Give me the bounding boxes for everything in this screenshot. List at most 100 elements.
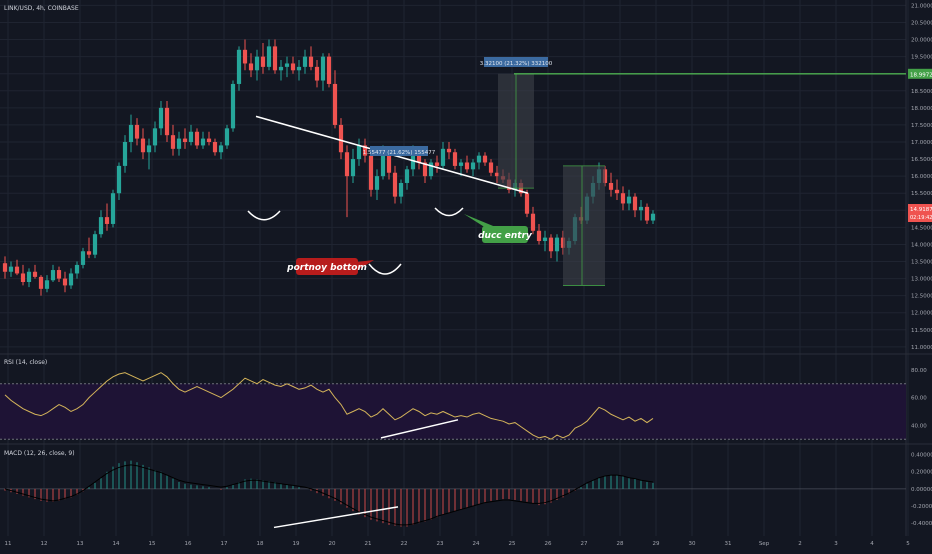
candle-body [536, 230, 542, 242]
candle-body [368, 155, 374, 190]
candle-body [2, 263, 8, 272]
candle-body [410, 155, 416, 170]
last-price-badge [908, 204, 932, 222]
rsi-line [4, 372, 654, 440]
candle-body [446, 148, 452, 153]
candle-body [344, 152, 350, 177]
price-tick-label: 16.50000 [911, 157, 932, 163]
candle-body [182, 138, 188, 142]
range-label-box [370, 146, 428, 156]
time-tick-label: 5 [906, 541, 910, 547]
symbol-title: LINK/USD, 4h, COINBASE [4, 5, 79, 12]
candle-body [32, 271, 38, 277]
time-tick-label: 25 [509, 541, 516, 547]
candle-body [146, 145, 152, 153]
price-tick-label: 19.50000 [911, 55, 932, 61]
rsi-divergence-line [380, 419, 459, 439]
time-tick-label: 17 [221, 541, 228, 547]
candle-body [128, 124, 134, 142]
candle-body [230, 83, 236, 129]
price-tick-label: 20.50000 [911, 20, 932, 26]
last-price-text: 14.91871 [910, 207, 932, 213]
price-tick-label: 20.00000 [911, 38, 932, 44]
time-tick-label: 19 [293, 541, 300, 547]
candle-body [110, 193, 116, 224]
candle-body [104, 217, 110, 224]
candle-body [14, 266, 20, 274]
range-label-1: 1.55477 (21.62%) 155477 [363, 150, 436, 156]
candle-body [266, 46, 272, 67]
price-tick-label: 21.00000 [911, 3, 932, 9]
bottom-arc [368, 263, 402, 275]
candle-body [86, 251, 92, 255]
candle-body [338, 124, 344, 153]
candle-body [470, 162, 476, 170]
rsi-band [0, 383, 906, 440]
candle-body [458, 162, 464, 166]
time-tick-label: 26 [545, 541, 552, 547]
price-tick-label: 15.50000 [911, 191, 932, 197]
macd-line [4, 464, 654, 526]
candle-body [386, 152, 392, 173]
candle-body [416, 155, 422, 163]
time-tick-label: 31 [725, 541, 732, 547]
candle-body [326, 56, 332, 84]
candle-body [614, 189, 620, 194]
candle-body [188, 131, 194, 142]
macd-title: MACD (12, 26, close, 9) [4, 450, 75, 457]
candle-body [62, 278, 68, 286]
callout-pointer [356, 260, 374, 271]
candle-body [164, 107, 170, 136]
candle-body [494, 172, 500, 177]
rsi-tick-label: 80.00 [911, 368, 927, 374]
time-tick-label: 29 [653, 541, 660, 547]
price-tick-label: 13.50000 [911, 260, 932, 266]
candle-body [434, 162, 440, 166]
candle-body [320, 56, 326, 81]
candle-body [452, 152, 458, 166]
bottom-arc [434, 207, 464, 217]
time-tick-label: 2 [798, 541, 802, 547]
candle-body [332, 83, 338, 125]
candle-body [638, 206, 644, 211]
candle-body [476, 155, 482, 163]
time-tick-label: 14 [113, 541, 120, 547]
candle-body [242, 49, 248, 64]
macd-tick-label: 0.40000 [911, 453, 932, 459]
time-tick-label: 15 [149, 541, 156, 547]
candle-body [80, 251, 86, 265]
rsi-tick-label: 60.00 [911, 396, 927, 402]
candle-body [314, 66, 320, 81]
candle-body [650, 213, 656, 221]
price-tick-label: 18.50000 [911, 89, 932, 95]
time-tick-label: 20 [329, 541, 336, 547]
candle-body [170, 135, 176, 149]
candle-body [56, 270, 62, 279]
price-tick-label: 11.00000 [911, 345, 932, 351]
candle-body [296, 66, 302, 71]
candle-body [134, 124, 140, 139]
macd-divergence-line [273, 506, 399, 529]
callout-pointer [464, 214, 498, 228]
time-tick-label: 21 [365, 541, 372, 547]
candle-body [620, 193, 626, 204]
target-price-badge [908, 68, 932, 79]
annotation-ducc-entry: ducc entry [478, 231, 533, 241]
candle-body [194, 131, 200, 146]
price-tick-label: 17.50000 [911, 123, 932, 129]
candle-body [398, 182, 404, 197]
candle-body [140, 138, 146, 153]
candle-body [116, 165, 122, 194]
candle-body [122, 142, 128, 166]
candle-body [626, 196, 632, 204]
candle-body [554, 237, 560, 252]
candle-body [272, 46, 278, 71]
time-tick-label: 12 [41, 541, 48, 547]
candle-body [524, 193, 530, 214]
callout-bubble [482, 226, 528, 243]
price-tick-label: 14.50000 [911, 225, 932, 231]
candle-body [20, 273, 26, 282]
candle-body [152, 128, 158, 146]
